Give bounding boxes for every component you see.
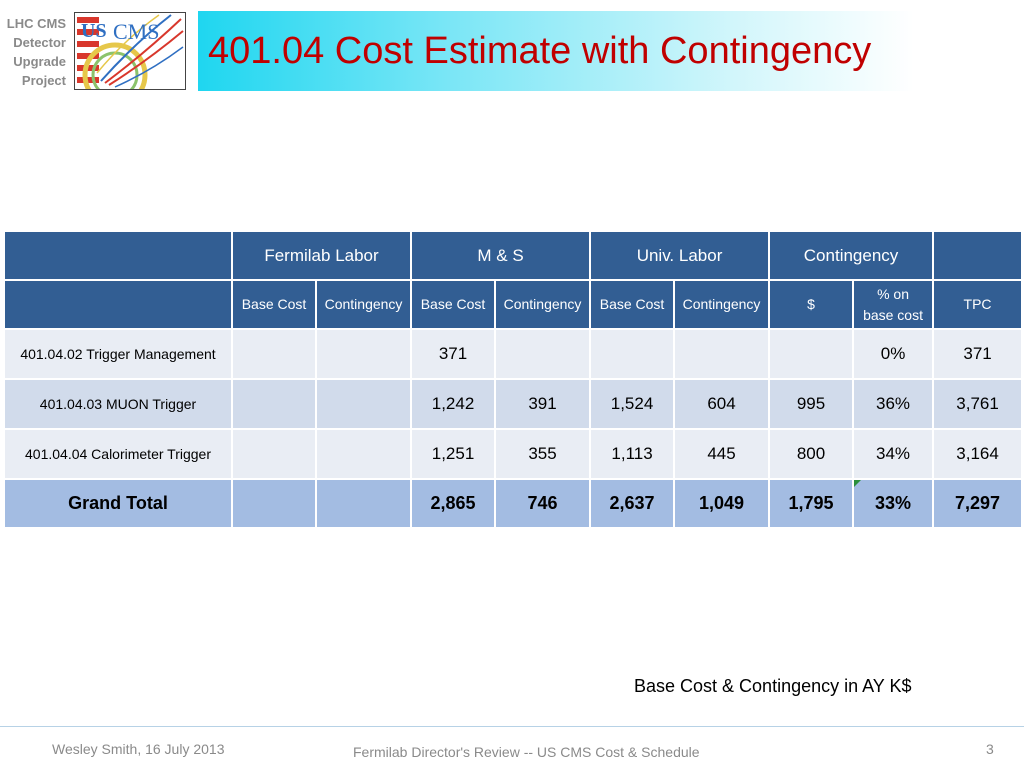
sub-header-percent-line: % on xyxy=(877,285,909,302)
logo-text-cms: CMS xyxy=(113,19,159,44)
org-label-line: Detector xyxy=(13,35,66,50)
sub-header-contingency-dollars: $ xyxy=(768,279,855,330)
group-header-row: Fermilab Labor M & S Univ. Labor Conting… xyxy=(3,230,1024,281)
total-cell-value: 33% xyxy=(875,493,912,513)
table-cell: 1,251 xyxy=(410,428,497,480)
table-cell: 1,113 xyxy=(589,428,676,480)
group-header-tpc xyxy=(932,230,1024,281)
table-cell xyxy=(314,378,413,430)
cost-table: Fermilab Labor M & S Univ. Labor Conting… xyxy=(3,230,1024,529)
total-cell: 1,795 xyxy=(768,478,855,529)
table-cell: 391 xyxy=(494,378,592,430)
table-cell: 1,524 xyxy=(589,378,676,430)
total-cell: 746 xyxy=(494,478,592,529)
table-cell xyxy=(673,328,771,380)
table-row: 401.04.04 Calorimeter Trigger 1,251 355 … xyxy=(3,428,1024,480)
table-cell xyxy=(494,328,592,380)
units-note: Base Cost & Contingency in AY K$ xyxy=(634,676,912,696)
table-cell: 34% xyxy=(852,428,935,480)
table-cell: 1,242 xyxy=(410,378,497,430)
table-cell xyxy=(768,328,855,380)
table-cell: 371 xyxy=(932,328,1024,380)
table-cell xyxy=(314,328,413,380)
table-cell xyxy=(314,428,413,480)
table-cell: 3,164 xyxy=(932,428,1024,480)
sub-header-percent-on-base-cost: % on base cost xyxy=(852,279,935,330)
table-cell: 371 xyxy=(410,328,497,380)
sub-header-fermilab-contingency: Contingency xyxy=(314,279,413,330)
page-number: 3 xyxy=(986,741,994,757)
row-label: 401.04.03 MUON Trigger xyxy=(3,378,233,430)
table-cell: 445 xyxy=(673,428,771,480)
sub-header-tpc: TPC xyxy=(932,279,1024,330)
org-label: LHC CMS Detector Upgrade Project xyxy=(0,14,66,90)
group-header-contingency: Contingency xyxy=(768,230,935,281)
org-label-line: Upgrade xyxy=(13,54,66,69)
sub-header-fermilab-base-cost: Base Cost xyxy=(231,279,317,330)
total-cell xyxy=(314,478,413,529)
grand-total-row: Grand Total 2,865 746 2,637 1,049 1,795 … xyxy=(3,478,1024,529)
grand-total-label: Grand Total xyxy=(3,478,233,529)
footer-divider xyxy=(0,726,1024,727)
total-cell: 2,637 xyxy=(589,478,676,529)
sub-header-label xyxy=(3,279,233,330)
table-cell: 800 xyxy=(768,428,855,480)
table-cell: 3,761 xyxy=(932,378,1024,430)
footer-event: Fermilab Director's Review -- US CMS Cos… xyxy=(353,744,700,760)
total-cell: 33% xyxy=(852,478,935,529)
org-label-line: Project xyxy=(21,73,66,88)
us-cms-logo-graphic: US CMS xyxy=(75,13,185,89)
total-cell xyxy=(231,478,317,529)
group-header-univ-labor: Univ. Labor xyxy=(589,230,771,281)
table-cell: 604 xyxy=(673,378,771,430)
sub-header-ms-contingency: Contingency xyxy=(494,279,592,330)
table-cell: 355 xyxy=(494,428,592,480)
table-cell xyxy=(231,428,317,480)
group-header-label xyxy=(3,230,233,281)
total-cell: 1,049 xyxy=(673,478,771,529)
table-cell xyxy=(589,328,676,380)
table-cell: 0% xyxy=(852,328,935,380)
row-label: 401.04.02 Trigger Management xyxy=(3,328,233,380)
sub-header-univ-base-cost: Base Cost xyxy=(589,279,676,330)
logo-text-us: US xyxy=(81,20,107,42)
sub-header-percent-line: base cost xyxy=(863,306,923,323)
sub-header-ms-base-cost: Base Cost xyxy=(410,279,497,330)
slide-title: 401.04 Cost Estimate with Contingency xyxy=(208,30,872,72)
title-band xyxy=(198,11,914,91)
total-cell: 2,865 xyxy=(410,478,497,529)
sub-header-univ-contingency: Contingency xyxy=(673,279,771,330)
cell-comment-marker xyxy=(855,481,862,487)
table-cell xyxy=(231,378,317,430)
table-row: 401.04.02 Trigger Management 371 0% 371 xyxy=(3,328,1024,380)
group-header-m-and-s: M & S xyxy=(410,230,592,281)
table-row: 401.04.03 MUON Trigger 1,242 391 1,524 6… xyxy=(3,378,1024,430)
row-label: 401.04.04 Calorimeter Trigger xyxy=(3,428,233,480)
group-header-fermilab-labor: Fermilab Labor xyxy=(230,230,413,281)
table-cell xyxy=(231,328,317,380)
org-label-line: LHC CMS xyxy=(6,16,66,31)
table-cell: 995 xyxy=(768,378,855,430)
us-cms-logo: US CMS xyxy=(74,12,186,90)
table-cell: 36% xyxy=(852,378,935,430)
footer-author: Wesley Smith, 16 July 2013 xyxy=(52,741,225,757)
total-cell: 7,297 xyxy=(932,478,1024,529)
sub-header-row: Base Cost Contingency Base Cost Continge… xyxy=(3,279,1024,330)
